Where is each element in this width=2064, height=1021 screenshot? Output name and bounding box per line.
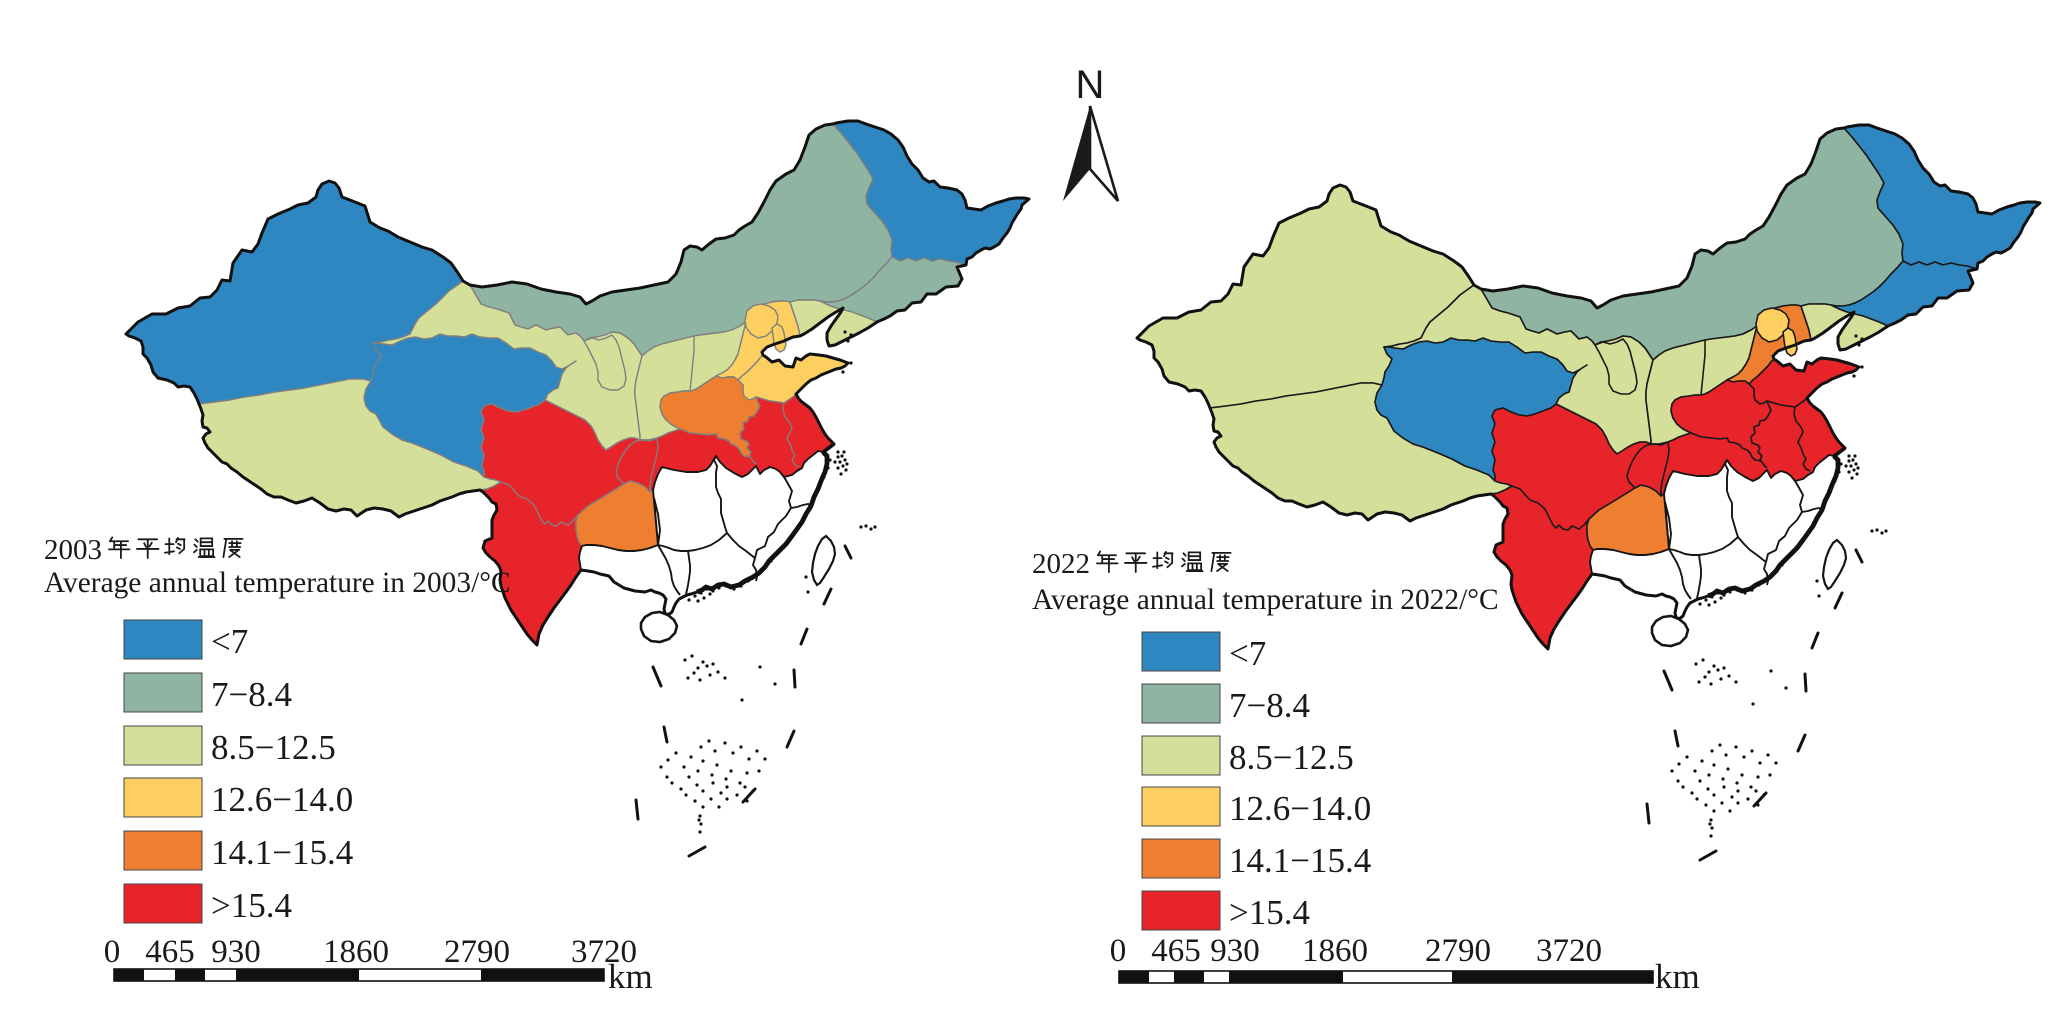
svg-text:km: km	[1655, 957, 1700, 996]
svg-text:8.5−12.5: 8.5−12.5	[1229, 738, 1354, 777]
svg-text:7−8.4: 7−8.4	[211, 675, 292, 714]
svg-text:N: N	[1076, 63, 1105, 107]
svg-text:3720: 3720	[1536, 933, 1602, 969]
svg-text:7−8.4: 7−8.4	[1229, 686, 1310, 725]
svg-text:Average annual temperature in: Average annual temperature in 2022/°C	[1032, 584, 1499, 616]
svg-text:930: 930	[211, 934, 261, 970]
svg-text:Average annual temperature in: Average annual temperature in 2003/°C	[44, 567, 511, 599]
svg-text:14.1−15.4: 14.1−15.4	[211, 833, 353, 872]
svg-text:2022: 2022	[1032, 548, 1090, 580]
svg-text:465: 465	[1151, 933, 1201, 969]
svg-text:1860: 1860	[323, 934, 389, 970]
svg-text:3720: 3720	[571, 934, 637, 970]
svg-text:12.6−14.0: 12.6−14.0	[1229, 789, 1371, 828]
svg-text:2003: 2003	[44, 534, 102, 566]
svg-text:8.5−12.5: 8.5−12.5	[211, 728, 336, 767]
svg-text:>15.4: >15.4	[211, 886, 292, 925]
svg-text:2790: 2790	[444, 934, 510, 970]
svg-text:<7: <7	[1229, 634, 1266, 673]
svg-text:<7: <7	[211, 622, 248, 661]
svg-text:12.6−14.0: 12.6−14.0	[211, 780, 353, 819]
svg-text:km: km	[608, 957, 653, 996]
svg-text:0: 0	[1110, 933, 1127, 969]
svg-text:2790: 2790	[1425, 933, 1491, 969]
svg-text:0: 0	[104, 934, 121, 970]
svg-text:1860: 1860	[1302, 933, 1368, 969]
svg-text:14.1−15.4: 14.1−15.4	[1229, 841, 1371, 880]
svg-text:465: 465	[145, 934, 195, 970]
svg-text:>15.4: >15.4	[1229, 893, 1310, 932]
svg-text:930: 930	[1210, 933, 1260, 969]
